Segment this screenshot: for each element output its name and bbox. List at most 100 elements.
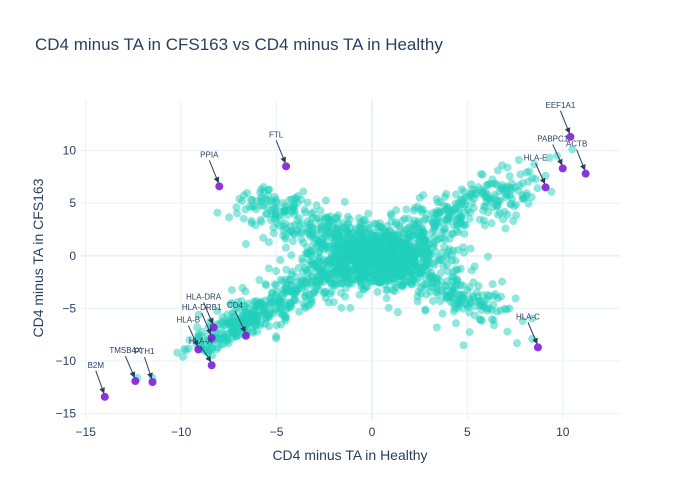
bulk-point bbox=[516, 170, 525, 179]
bulk-point bbox=[282, 279, 291, 288]
bulk-point bbox=[421, 306, 430, 315]
bulk-point bbox=[533, 184, 542, 193]
bulk-point bbox=[271, 210, 280, 219]
bulk-point bbox=[255, 276, 264, 284]
bulk-point bbox=[213, 333, 222, 342]
bulk-point bbox=[278, 207, 287, 216]
bulk-point bbox=[287, 300, 296, 309]
highlighted-point bbox=[581, 169, 590, 178]
highlighted-point bbox=[131, 377, 140, 386]
bulk-point bbox=[453, 276, 462, 285]
annotation-arrow bbox=[559, 110, 571, 134]
bulk-point bbox=[429, 225, 438, 234]
bulk-point bbox=[417, 283, 426, 292]
bulk-point bbox=[457, 185, 466, 194]
bulk-point bbox=[338, 267, 347, 276]
bulk-point bbox=[260, 304, 269, 313]
highlighted-point bbox=[541, 183, 550, 192]
bulk-point bbox=[319, 278, 328, 287]
bulk-point bbox=[458, 281, 467, 290]
bulk-point bbox=[297, 235, 306, 244]
bulk-point bbox=[441, 235, 450, 244]
bulk-point bbox=[505, 183, 514, 192]
bulk-point bbox=[493, 166, 502, 175]
bulk-point bbox=[233, 298, 242, 307]
bulk-point bbox=[407, 224, 416, 233]
highlighted-point bbox=[242, 331, 251, 340]
y-tick-label: −5 bbox=[62, 301, 76, 315]
bulk-point bbox=[269, 229, 278, 238]
annotation-label: ACTB bbox=[566, 140, 587, 149]
annotation-arrow bbox=[275, 140, 286, 164]
bulk-point bbox=[301, 292, 310, 301]
annotation-label: PPIA bbox=[200, 150, 219, 159]
bulk-point bbox=[503, 210, 512, 219]
bulk-point bbox=[339, 236, 348, 245]
bulk-point bbox=[512, 339, 521, 348]
bulk-point bbox=[418, 247, 427, 256]
bulk-point bbox=[447, 289, 456, 298]
bulk-point bbox=[303, 243, 312, 252]
bulk-point bbox=[217, 340, 226, 349]
bulk-point bbox=[442, 251, 451, 260]
bulk-point bbox=[275, 221, 284, 230]
annotation-label: PABPC1 bbox=[537, 134, 569, 143]
bulk-point bbox=[238, 283, 247, 292]
bulk-point bbox=[226, 299, 235, 308]
bulk-point bbox=[355, 267, 364, 276]
bulk-point bbox=[264, 322, 273, 331]
bulk-point bbox=[179, 352, 188, 361]
bulk-point bbox=[461, 220, 470, 229]
bulk-point bbox=[327, 254, 336, 263]
bulk-point bbox=[405, 255, 414, 264]
bulk-point bbox=[522, 191, 531, 200]
annotation-arrow bbox=[234, 310, 246, 333]
bulk-point bbox=[245, 202, 254, 211]
bulk-point bbox=[326, 278, 335, 287]
bulk-point bbox=[282, 224, 291, 233]
highlighted-point bbox=[558, 164, 567, 173]
bulk-point bbox=[488, 179, 497, 188]
bulk-point bbox=[474, 281, 483, 290]
bulk-point bbox=[213, 307, 222, 316]
bulk-point bbox=[331, 225, 340, 234]
bulk-point bbox=[440, 228, 449, 237]
bulk-point bbox=[215, 319, 224, 328]
annotation-arrow bbox=[95, 370, 105, 394]
bulk-point bbox=[362, 253, 371, 262]
bulk-point bbox=[331, 230, 340, 239]
bulk-point bbox=[437, 256, 446, 265]
annotation-arrow bbox=[208, 160, 220, 184]
bulk-point bbox=[248, 196, 257, 205]
bulk-point bbox=[355, 290, 364, 299]
bulk-point bbox=[264, 238, 273, 247]
bulk-point bbox=[402, 205, 411, 214]
bulk-point bbox=[262, 315, 271, 324]
bulk-point bbox=[414, 219, 423, 228]
bulk-point bbox=[449, 307, 458, 316]
bulk-point bbox=[449, 299, 458, 308]
bulk-point bbox=[393, 308, 402, 317]
x-tick-label: 0 bbox=[369, 425, 376, 439]
bulk-point bbox=[466, 297, 475, 306]
bulk-point bbox=[488, 280, 497, 289]
bulk-point bbox=[344, 242, 353, 251]
annotation-arrow bbox=[187, 325, 198, 347]
bulk-point bbox=[459, 248, 468, 257]
bulk-point bbox=[547, 187, 556, 196]
bulk-point bbox=[225, 213, 234, 222]
y-tick-label: −15 bbox=[56, 407, 77, 421]
bulk-point bbox=[415, 193, 424, 202]
bulk-point bbox=[262, 281, 271, 290]
bulk-point bbox=[319, 289, 328, 298]
bulk-point bbox=[335, 250, 344, 259]
bulk-point bbox=[482, 192, 491, 201]
bulk-point bbox=[340, 197, 349, 206]
bulk-point bbox=[518, 317, 527, 326]
bulk-point bbox=[345, 254, 354, 263]
bulk-point bbox=[312, 282, 321, 291]
tick-label-layer: −15 −10 −5 0 5 10 −15 −10 −5 0 5 10 bbox=[56, 144, 570, 439]
bulk-point bbox=[408, 277, 417, 286]
bulk-point bbox=[484, 208, 493, 217]
